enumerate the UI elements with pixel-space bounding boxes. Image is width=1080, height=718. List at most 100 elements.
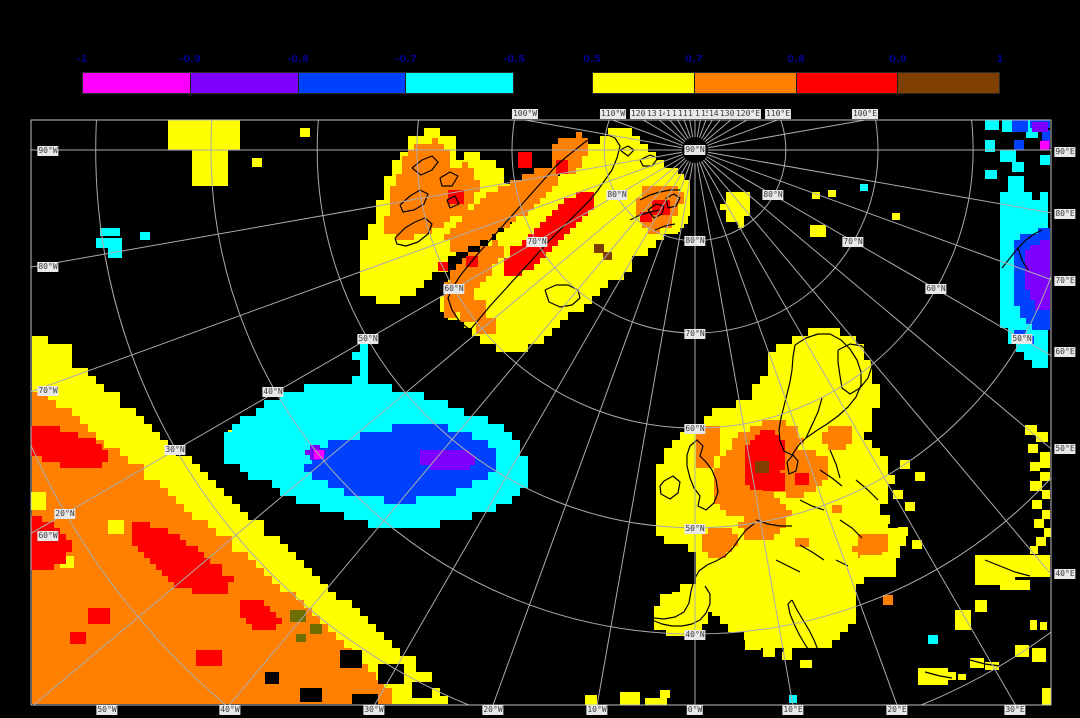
data-cell-band-black-holes [378,664,404,684]
data-region-atlantic-band-orange [32,392,400,704]
data-cell-kara-cyan-top-cells [1040,155,1050,165]
data-cell-kara-purple-top-cells [1032,122,1048,132]
data-cell-caspian-yellow-column [1042,490,1050,499]
coastline [1017,247,1029,271]
coastline [654,223,676,231]
coastline [447,133,621,331]
graticule-meridian [669,120,688,141]
data-cell-band-black-holes [265,672,279,684]
data-cell-east-europe-yellow-scatter [885,475,895,484]
data-cell-barents-yellow-cells [810,225,826,237]
data-cell-mediterranean-yellow-cells [800,660,812,668]
data-region-europe-orange-germany-tongue [738,498,792,540]
data-cell-anatolia-yellow-scatter [1030,620,1037,630]
data-cell-anatolia-yellow-scatter [955,610,971,630]
data-cell-greenland-red-cells [556,160,568,174]
data-cell-band-olive-cells [310,624,322,634]
latitude-label: 50°N [357,334,379,344]
edge-longitude-label: 90°W [37,146,59,156]
data-cell-caspian-yellow-column [1028,444,1038,453]
edge-longitude-label: 50°E [1054,444,1076,454]
coastline [775,559,801,573]
coastline [799,499,825,511]
edge-longitude-label: 100°E [851,109,879,119]
latitude-label: 60°N [684,424,706,434]
data-cell-caspian-yellow-column [1040,452,1050,468]
data-cell-kara-blue-top-cells [1014,140,1024,150]
data-cell-scatter-yellow-nw [252,158,262,167]
data-cell-kara-magenta-cell [1040,141,1049,150]
data-cell-east-europe-yellow-scatter [915,472,925,481]
graticule-meridian [32,157,686,705]
data-region-barents-yellow-patch [720,192,750,228]
data-cell-kara-cyan-top-cells [985,170,997,179]
data-cell-greenland-red-cells [640,212,652,222]
latitude-label: 90°N [684,145,706,155]
negative-colorbar [82,72,514,94]
latitude-label: 60°N [925,284,947,294]
coastline [629,209,661,221]
edge-longitude-label: 50°W [96,705,118,715]
latitude-label: 20°N [54,509,76,519]
colorbar-tick-label: -1 [76,54,88,65]
graticule-meridian [706,156,1051,357]
data-cell-anatolia-yellow-scatter [1012,555,1050,577]
data-cell-caspian-yellow-column [1036,432,1048,442]
colorbar-segment [298,73,407,93]
data-cell-anatolia-yellow-scatter [970,658,984,668]
data-cell-greenland-orange-south-cells [460,300,486,322]
data-cell-band-black-holes [300,688,322,702]
data-cell-anatolia-yellow-scatter [948,672,956,680]
latitude-label: 40°N [684,630,706,640]
data-cell-band-black-holes [352,694,378,705]
coastline [639,154,659,167]
edge-longitude-label: 40°E [1054,569,1076,579]
coastline [924,671,953,679]
data-cell-band-black-holes [412,682,432,698]
edge-longitude-label: 70°E [1054,276,1076,286]
data-cell-europe-red-cells [795,473,809,485]
data-cell-bottom-center-yellow-cells [645,698,667,705]
data-cell-caspian-yellow-column [1032,500,1042,509]
data-cell-barents-yellow-cells [812,192,820,199]
coastline [446,195,460,209]
data-cell-hudson-cyan-cells [96,238,122,248]
graticule-meridian [228,159,688,705]
data-cell-kara-blue-top-cells [1042,130,1050,140]
data-cell-mediterranean-yellow-cells [745,640,761,650]
coastline [394,217,433,247]
coastline [647,203,665,219]
graticule-meridian [707,153,1051,281]
coastline [799,544,825,561]
data-cell-caspian-yellow-column [1044,528,1051,537]
data-cell-band-red-cells [88,608,110,624]
edge-longitude-label: 130°E [718,109,746,119]
edge-longitude-label: 80°W [37,262,59,272]
data-region-europe-orange-baltic-south [822,426,852,450]
latitude-label: 50°N [1011,334,1033,344]
data-cell-band-red-cells [70,632,86,644]
data-region-europe-orange-lowcountries [702,528,738,558]
data-cell-east-europe-yellow-scatter [912,540,922,549]
colorbar-tick-label: 0.9 [889,54,907,65]
coastline [399,189,429,213]
data-cell-mediterranean-yellow-cells [782,652,792,660]
data-cell-band-olive-cells [296,634,306,642]
graticule-parallel-40N [210,120,1051,635]
data-cell-anatolia-yellow-scatter [1032,648,1046,662]
colorbar-segment [694,73,797,93]
latitude-label: 40°N [262,387,284,397]
data-cell-anatolia-yellow-scatter [1000,580,1030,590]
graticule-meridian [492,162,692,705]
data-region-midatlantic-purple-a [420,450,480,470]
data-cell-hudson-cyan-cells [108,248,122,258]
colorbar-segment [83,73,191,93]
coastline [855,479,879,501]
graticule-meridian [31,151,683,268]
data-cell-anatolia-yellow-scatter [860,555,896,577]
data-cell-mediterranean-yellow-cells [814,640,823,648]
data-region-iberia-yellow-lobe [654,582,714,636]
colorbar-tick-label: 0.8 [787,54,805,65]
coastline [659,475,681,500]
